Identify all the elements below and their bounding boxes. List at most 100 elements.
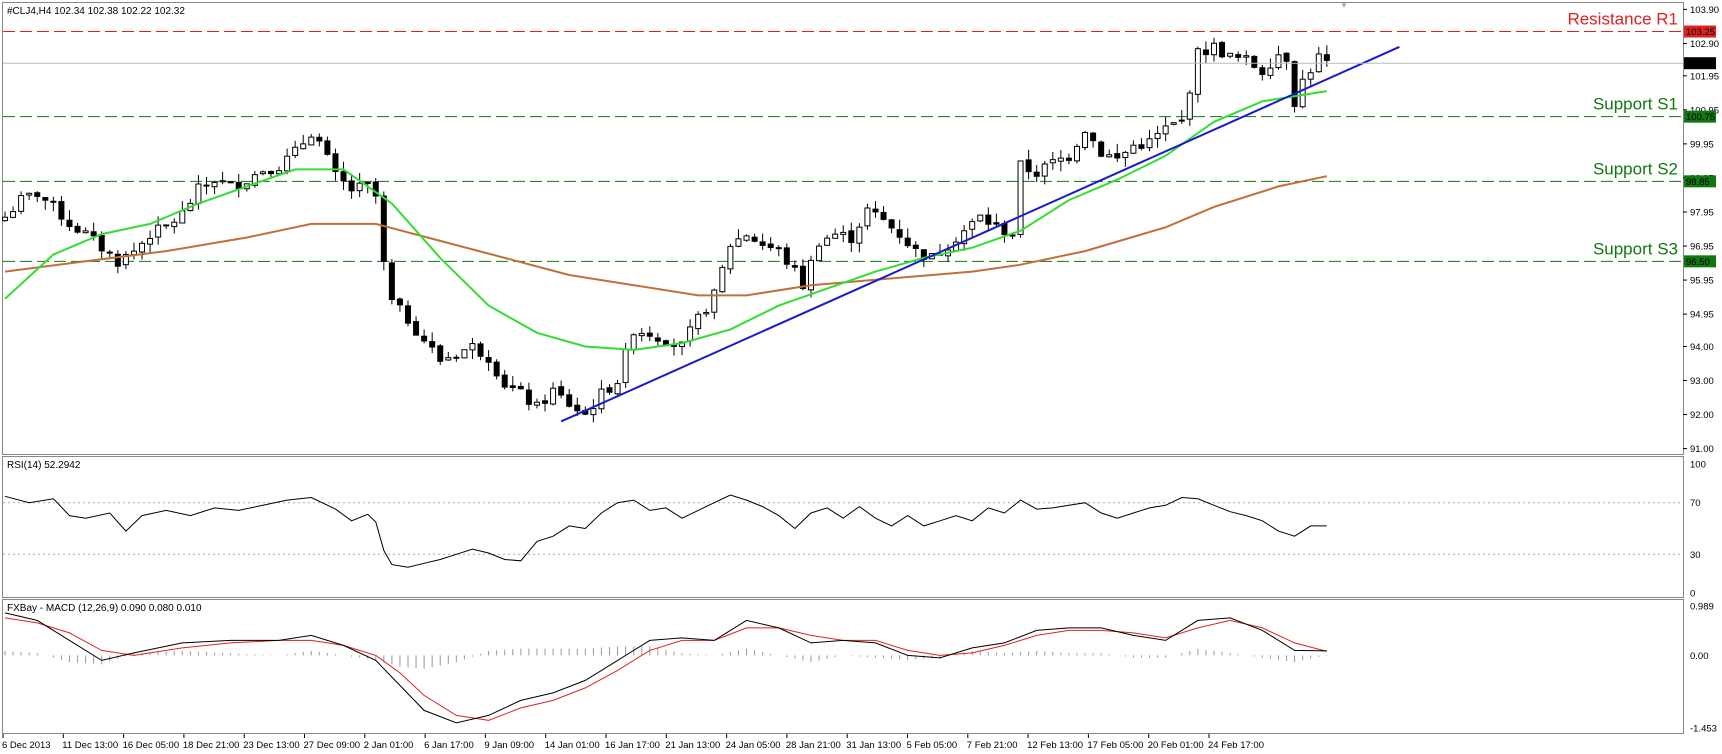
- candle: [332, 148, 339, 181]
- level-price-tag: [1684, 175, 1716, 188]
- macd-panel[interactable]: FXBay - MACD (12,26,9) 0.090 0.080 0.010…: [2, 599, 1717, 735]
- candle-body: [896, 229, 903, 238]
- chart-shift-marker-icon[interactable]: ▼: [1340, 1, 1348, 10]
- candle: [74, 222, 81, 234]
- candle: [163, 224, 170, 229]
- slow-moving-average-line: [4, 175, 1328, 297]
- candle: [888, 218, 895, 234]
- uptrend-line: [560, 45, 1400, 423]
- candle: [292, 140, 299, 159]
- candle-body: [308, 136, 315, 146]
- candle: [904, 228, 911, 249]
- candle: [1202, 41, 1209, 63]
- candle: [1041, 160, 1048, 185]
- candle: [58, 195, 65, 226]
- candle-body: [429, 341, 436, 348]
- candle: [558, 380, 565, 399]
- candle-body: [517, 385, 524, 390]
- candle-body: [872, 208, 879, 213]
- candle: [1033, 164, 1040, 183]
- candle-body: [654, 337, 661, 342]
- price-axis-label: 97.95: [1690, 207, 1714, 218]
- candle-body: [437, 345, 444, 362]
- level-label: Support S3: [1593, 239, 1678, 258]
- candle-body: [509, 385, 516, 388]
- candle-body: [735, 238, 742, 247]
- candle-body: [501, 374, 508, 388]
- candle-body: [1323, 54, 1330, 61]
- candle-body: [1049, 159, 1056, 164]
- candle: [719, 264, 726, 293]
- rsi-axis-label: 70: [1690, 498, 1701, 509]
- candle-body: [396, 298, 403, 306]
- candle-body: [856, 226, 863, 244]
- candle-body: [1033, 171, 1040, 177]
- candle-body: [388, 262, 395, 301]
- candle: [316, 133, 323, 147]
- candle-body: [1154, 132, 1161, 139]
- candle: [1025, 149, 1032, 180]
- candle: [1106, 149, 1113, 158]
- candle-body: [1122, 151, 1129, 159]
- candle: [840, 225, 847, 243]
- candle-body: [50, 200, 57, 203]
- candle: [509, 376, 516, 392]
- time-axis-label: 27 Dec 09:00: [304, 740, 361, 751]
- price-axis-label: 93.00: [1690, 376, 1714, 387]
- candle: [66, 210, 73, 232]
- candle-body: [711, 289, 718, 313]
- macd-panel-title: FXBay - MACD (12,26,9) 0.090 0.080 0.010: [7, 603, 202, 614]
- candle-body: [10, 211, 17, 218]
- candle-body: [348, 180, 355, 192]
- rsi-axis-label: 30: [1690, 550, 1701, 561]
- candle-body: [840, 231, 847, 235]
- rsi-panel[interactable]: RSI(14) 52.2942 100 70 30 0: [2, 456, 1706, 600]
- macd-series: 0.989 0.00 -1.453: [4, 602, 1717, 735]
- time-axis-label: 20 Feb 01:00: [1148, 740, 1204, 751]
- candle-body: [171, 221, 178, 228]
- time-axis-label: 24 Feb 17:00: [1208, 740, 1264, 751]
- candle: [816, 243, 823, 262]
- candle: [493, 359, 500, 380]
- candle-body: [493, 361, 500, 377]
- macd-signal-line: [4, 617, 1327, 721]
- last-price-marker: 102.32: [3, 57, 1716, 70]
- candle-body: [1041, 163, 1048, 177]
- candle: [1073, 143, 1080, 164]
- candle: [340, 161, 347, 190]
- time-axis-label: 9 Jan 09:00: [484, 740, 534, 751]
- price-panel[interactable]: #CLJ4,H4 102.34 102.38 102.22 102.32 103…: [2, 1, 1720, 455]
- time-axis-label: 5 Feb 05:00: [907, 740, 958, 751]
- candle-body: [74, 225, 81, 233]
- candle-body: [1219, 41, 1226, 58]
- candlestick-series: [2, 37, 1330, 423]
- time-axis-label: 11 Dec 13:00: [62, 740, 118, 751]
- candle-body: [203, 184, 210, 187]
- candle-body: [1146, 138, 1153, 149]
- fast-moving-average-line: [4, 90, 1327, 351]
- candle-body: [90, 231, 97, 237]
- candle: [872, 200, 879, 218]
- candle: [985, 207, 992, 231]
- candle: [405, 300, 411, 327]
- candle: [1057, 150, 1064, 172]
- candle-body: [993, 222, 1000, 225]
- candle: [42, 196, 49, 210]
- candle: [1130, 140, 1137, 154]
- candle-body: [775, 247, 782, 250]
- candle-body: [606, 387, 613, 393]
- candle-body: [1291, 61, 1298, 107]
- candle-body: [598, 388, 605, 410]
- level-price-text: 98.85: [1686, 177, 1710, 188]
- candle: [1307, 68, 1314, 88]
- candle-body: [445, 357, 452, 361]
- candle-body: [66, 219, 73, 228]
- candle: [1235, 51, 1242, 62]
- price-axis-label: 92.00: [1690, 410, 1714, 421]
- candle: [211, 180, 218, 194]
- price-axis-label: 99.95: [1690, 139, 1714, 150]
- time-axis-label: 14 Jan 01:00: [545, 740, 600, 751]
- candle: [856, 223, 863, 253]
- candle-body: [888, 219, 895, 229]
